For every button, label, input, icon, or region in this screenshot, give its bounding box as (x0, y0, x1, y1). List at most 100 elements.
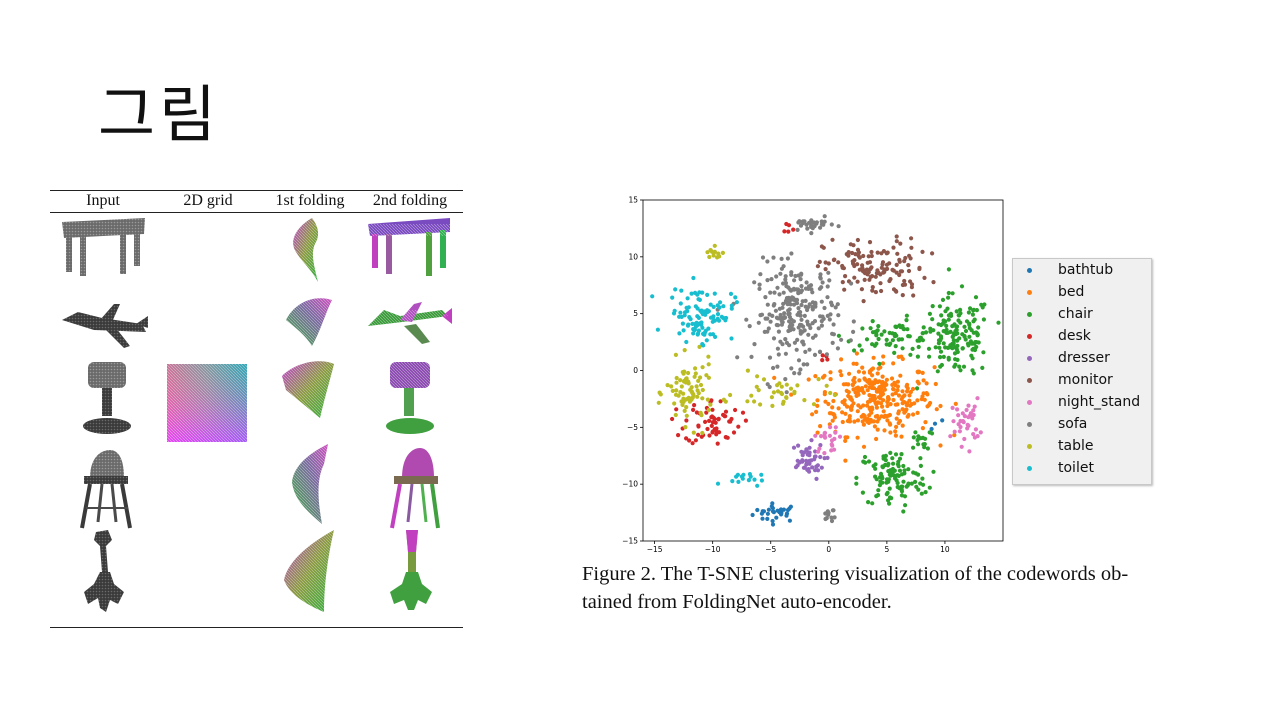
point-table (811, 402, 817, 407)
point-bed (932, 365, 937, 370)
point-chair (876, 488, 881, 493)
table-top-rule (50, 190, 463, 191)
point-bed (925, 392, 930, 397)
point-bed (855, 418, 861, 423)
point-sofa (794, 347, 799, 352)
row-table-fold1 (293, 218, 319, 282)
header-2nd-folding: 2nd folding (372, 192, 448, 209)
point-bed (838, 369, 843, 374)
point-chair (884, 337, 889, 342)
point-bed (953, 401, 958, 406)
point-table (695, 394, 700, 399)
point-bed (902, 393, 907, 398)
point-night-stand (971, 432, 976, 437)
point-chair (875, 328, 880, 333)
point-chair (974, 308, 979, 313)
point-bathtub (940, 418, 945, 423)
point-chair (887, 472, 892, 477)
point-toilet (718, 300, 723, 305)
point-sofa (825, 295, 830, 300)
point-monitor (887, 261, 892, 266)
point-table (689, 385, 694, 390)
point-bed (873, 414, 878, 419)
point-sofa (785, 256, 790, 261)
point-desk (733, 407, 738, 413)
point-chair (899, 472, 905, 477)
point-monitor (898, 269, 903, 274)
point-bed (882, 414, 887, 419)
point-sofa (768, 319, 773, 324)
folding-figure-table: Input 2D grid 1st folding 2nd folding (50, 190, 463, 628)
point-chair (854, 475, 859, 480)
point-monitor (855, 237, 860, 243)
point-chair (927, 354, 932, 359)
point-chair (888, 450, 893, 455)
point-toilet (693, 324, 698, 329)
point-bed (891, 386, 896, 392)
point-chair (954, 309, 959, 314)
point-chair (876, 336, 881, 342)
point-bed (842, 398, 847, 403)
point-sofa (784, 340, 789, 345)
point-desk (786, 229, 791, 234)
point-sofa (819, 219, 824, 224)
point-sofa (786, 328, 791, 334)
point-desk (717, 430, 722, 435)
point-chair (916, 442, 921, 447)
legend-label: sofa (1058, 416, 1088, 432)
point-table (674, 388, 679, 393)
point-night-stand (832, 436, 837, 441)
point-bed (882, 428, 887, 433)
point-sofa (819, 299, 824, 304)
point-desk (703, 419, 708, 424)
point-table (745, 399, 750, 404)
point-table (700, 430, 705, 436)
point-sofa (781, 301, 786, 306)
point-bed (815, 398, 820, 403)
point-monitor (867, 260, 873, 265)
point-sofa (796, 306, 801, 311)
point-monitor (885, 266, 890, 271)
point-table (673, 412, 678, 418)
point-table (679, 384, 684, 389)
point-desk (691, 407, 696, 412)
point-toilet (689, 291, 694, 296)
point-monitor (860, 263, 865, 268)
point-sofa (757, 286, 762, 291)
point-bed (875, 371, 880, 376)
row-lamp-fold2 (386, 362, 434, 434)
point-toilet (678, 301, 683, 306)
point-chair (910, 346, 915, 351)
point-night-stand (819, 434, 824, 439)
point-monitor (878, 272, 883, 277)
point-chair (931, 469, 936, 474)
point-sofa (793, 273, 798, 279)
point-bed (920, 426, 925, 431)
point-sofa (798, 290, 803, 295)
point-desk (727, 419, 732, 424)
point-monitor (861, 299, 866, 304)
point-chair (866, 500, 871, 505)
point-sofa (816, 326, 821, 331)
point-bed (896, 411, 901, 416)
point-chair (937, 345, 942, 350)
point-sofa (788, 287, 793, 292)
point-bed (839, 373, 844, 378)
point-chair (908, 352, 913, 357)
point-bed (892, 380, 897, 385)
point-sofa (792, 340, 797, 345)
point-table (674, 375, 679, 381)
point-bed (875, 427, 880, 432)
point-night-stand (978, 430, 983, 435)
point-bed (893, 429, 898, 434)
point-table (696, 378, 701, 383)
point-table (802, 398, 807, 403)
point-sofa (825, 284, 830, 289)
point-sofa (783, 280, 788, 286)
point-toilet (711, 304, 716, 309)
point-sofa (760, 255, 766, 260)
point-sofa (778, 271, 783, 276)
point-bed (899, 396, 904, 402)
point-dresser (818, 454, 823, 460)
point-table (754, 384, 759, 389)
